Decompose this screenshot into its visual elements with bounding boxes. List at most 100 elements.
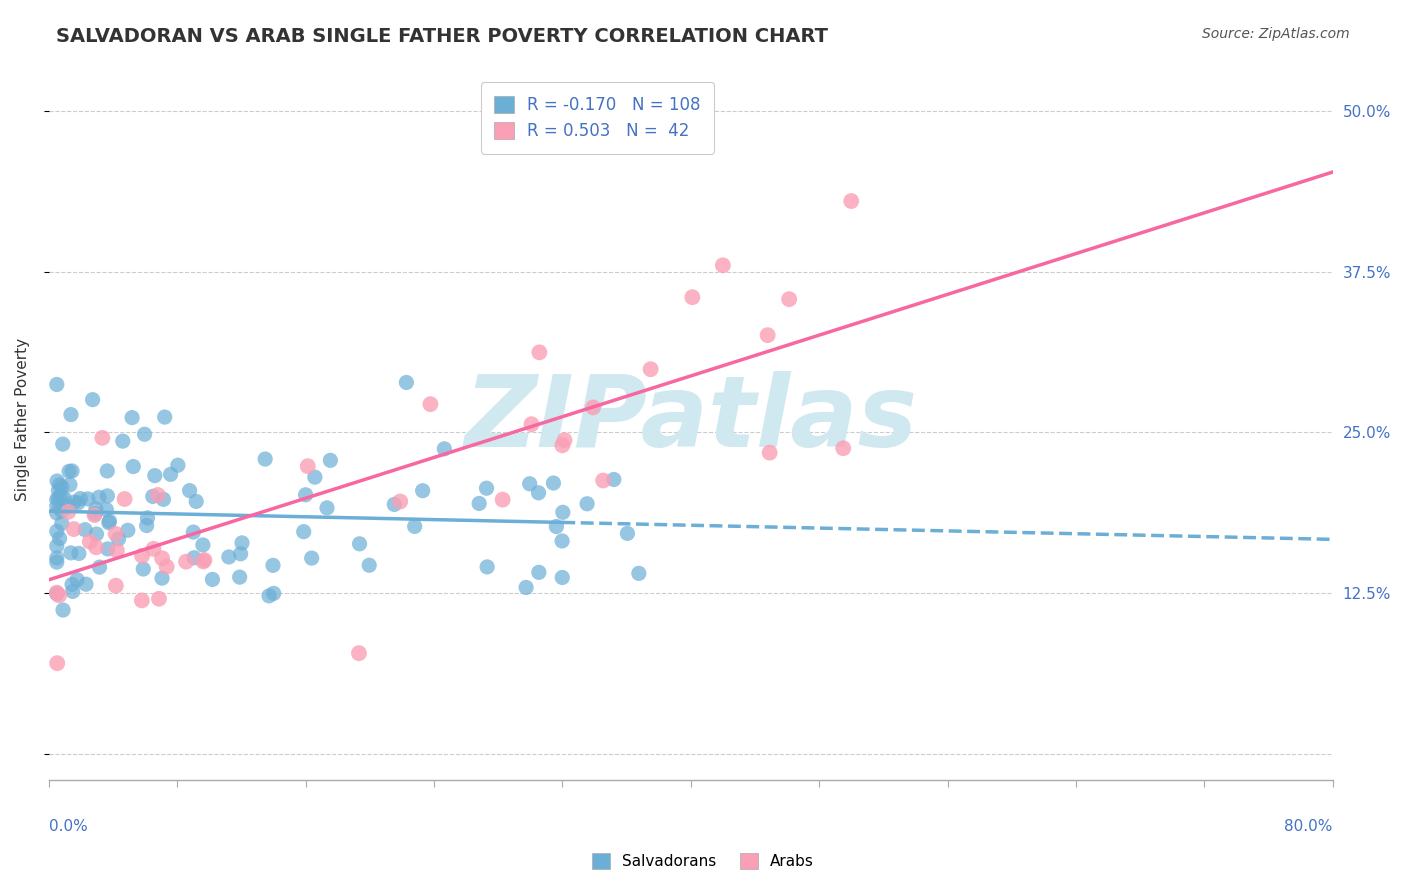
Point	[134, 427, 156, 442]
Point	[49, 489, 72, 503]
Point	[468, 496, 491, 510]
Point	[45, 506, 67, 520]
Point	[527, 485, 550, 500]
Point	[193, 554, 215, 568]
Point	[382, 498, 405, 512]
Point	[143, 468, 166, 483]
Point	[62, 522, 84, 536]
Legend: Salvadorans, Arabs: Salvadorans, Arabs	[586, 847, 820, 875]
Point	[52, 603, 75, 617]
Point	[62, 584, 84, 599]
Point	[616, 526, 638, 541]
Point	[681, 290, 703, 304]
Point	[551, 533, 574, 548]
Point	[395, 376, 418, 390]
Point	[48, 491, 70, 506]
Point	[97, 541, 120, 556]
Point	[193, 553, 215, 567]
Point	[551, 438, 574, 452]
Point	[48, 478, 70, 492]
Point	[45, 499, 67, 513]
Point	[167, 458, 190, 473]
Point	[529, 345, 551, 359]
Point	[45, 550, 67, 565]
Point	[84, 507, 107, 521]
Point	[91, 431, 114, 445]
Point	[349, 537, 371, 551]
Point	[627, 566, 650, 581]
Point	[711, 258, 734, 272]
Point	[475, 560, 498, 574]
Point	[48, 588, 70, 602]
Point	[297, 459, 319, 474]
Point	[132, 562, 155, 576]
Point	[640, 362, 662, 376]
Point	[89, 560, 111, 574]
Point	[174, 555, 197, 569]
Point	[98, 514, 121, 528]
Point	[492, 492, 515, 507]
Point	[87, 490, 110, 504]
Point	[475, 481, 498, 495]
Point	[105, 543, 128, 558]
Point	[45, 587, 67, 601]
Point	[51, 480, 73, 494]
Point	[60, 577, 83, 591]
Point	[63, 495, 86, 509]
Point	[142, 541, 165, 556]
Point	[515, 581, 537, 595]
Point	[758, 445, 780, 459]
Point	[56, 500, 79, 514]
Point	[46, 474, 69, 488]
Point	[359, 558, 381, 573]
Point	[142, 490, 165, 504]
Text: SALVADORAN VS ARAB SINGLE FATHER POVERTY CORRELATION CHART: SALVADORAN VS ARAB SINGLE FATHER POVERTY…	[56, 27, 828, 45]
Point	[576, 497, 599, 511]
Point	[412, 483, 434, 498]
Point	[73, 523, 96, 537]
Point	[58, 505, 80, 519]
Point	[150, 571, 173, 585]
Point	[52, 437, 75, 451]
Point	[229, 547, 252, 561]
Text: 80.0%: 80.0%	[1285, 819, 1333, 834]
Point	[67, 496, 90, 510]
Point	[519, 476, 541, 491]
Point	[520, 417, 543, 432]
Point	[152, 492, 174, 507]
Point	[67, 546, 90, 560]
Point	[83, 508, 105, 522]
Legend: R = -0.170   N = 108, R = 0.503   N =  42: R = -0.170 N = 108, R = 0.503 N = 42	[481, 82, 714, 153]
Point	[122, 459, 145, 474]
Point	[294, 488, 316, 502]
Point	[292, 524, 315, 539]
Point	[433, 442, 456, 456]
Point	[114, 491, 136, 506]
Point	[191, 538, 214, 552]
Point	[839, 194, 862, 208]
Point	[551, 570, 574, 584]
Point	[96, 464, 118, 478]
Point	[419, 397, 441, 411]
Point	[156, 559, 179, 574]
Point	[111, 434, 134, 449]
Point	[104, 579, 127, 593]
Point	[201, 573, 224, 587]
Point	[51, 504, 73, 518]
Point	[136, 511, 159, 525]
Point	[592, 474, 614, 488]
Point	[553, 433, 575, 447]
Point	[45, 524, 67, 539]
Point	[51, 516, 73, 531]
Y-axis label: Single Father Poverty: Single Father Poverty	[15, 338, 30, 501]
Point	[551, 505, 574, 519]
Text: Source: ZipAtlas.com: Source: ZipAtlas.com	[1202, 27, 1350, 41]
Point	[75, 577, 97, 591]
Point	[104, 526, 127, 541]
Point	[96, 502, 118, 516]
Point	[58, 464, 80, 478]
Point	[832, 442, 855, 456]
Point	[45, 377, 67, 392]
Point	[756, 328, 779, 343]
Point	[79, 534, 101, 549]
